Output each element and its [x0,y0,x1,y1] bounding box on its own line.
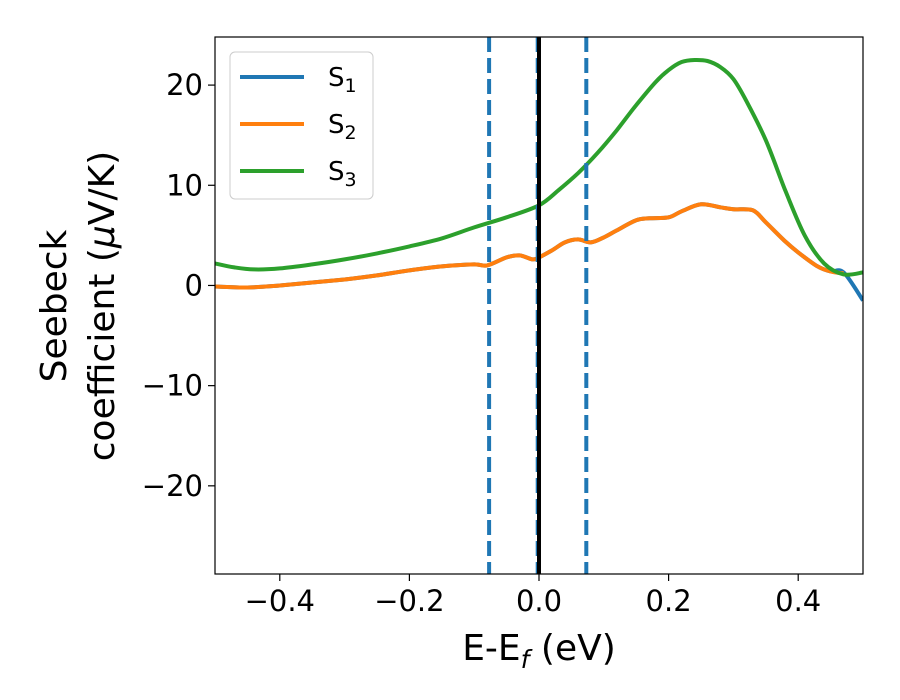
x-tick-label: −0.2 [374,584,444,618]
y-tick-label: 10 [166,168,203,202]
y-tick-label: 0 [185,268,203,302]
x-tick-label: 0.0 [516,584,562,618]
series-line-s2 [215,202,844,290]
y-tick-label: −10 [142,369,203,403]
x-tick-label: −0.4 [245,584,315,618]
series-line-s3 [215,57,863,277]
x-tick-label: 0.2 [646,584,692,618]
legend-label-s2: S2 [328,110,357,144]
y-axis-title-line1: Seebeck [34,229,75,382]
y-tick-label: 20 [166,68,203,102]
series-layer [215,57,863,302]
x-axis-title: E-Ef (eV) [462,628,616,674]
legend-label-s3: S3 [328,157,357,191]
y-axis-title: Seebeck coefficient (μV/K) [34,151,123,461]
y-ticks: −20 −10 0 10 20 [142,68,215,503]
legend: S1 S2 S3 [229,51,374,200]
x-tick-label: 0.4 [775,584,821,618]
vline-layer [487,37,589,574]
y-axis-title-line2: coefficient (μV/K) [82,151,123,461]
legend-label-s1: S1 [328,63,357,97]
x-ticks: −0.4 −0.2 0.0 0.2 0.4 [245,574,821,618]
y-tick-label: −20 [142,469,203,503]
